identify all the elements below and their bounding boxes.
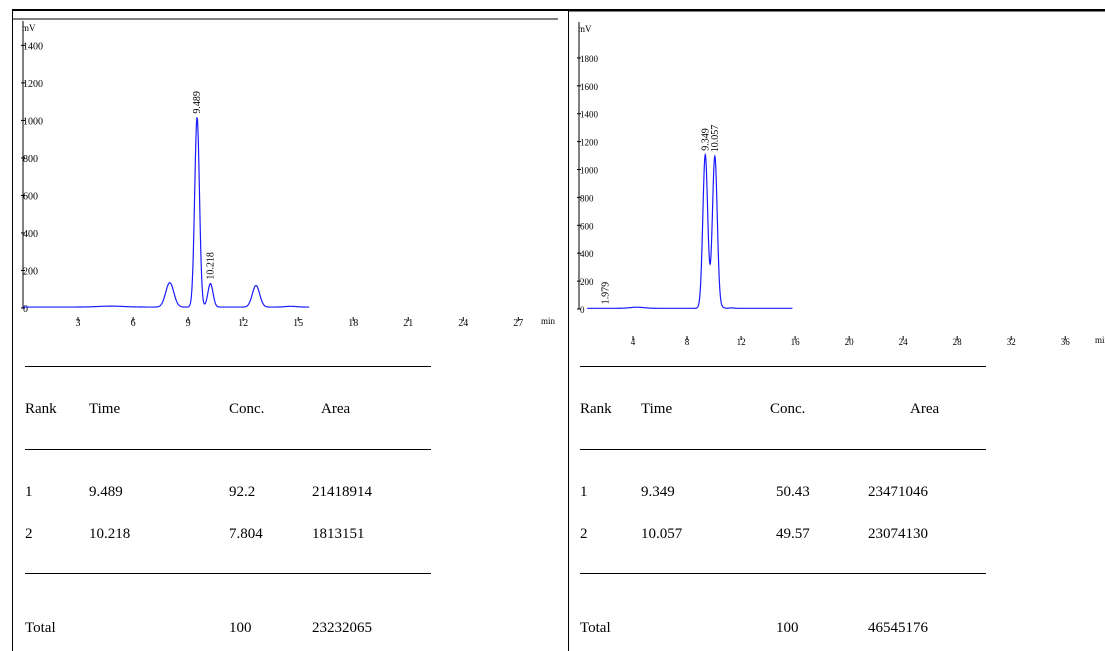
y-tick-label: 1400 [23,41,43,52]
header-time: Time [89,401,121,417]
table-rule [25,573,431,574]
x-tick-label: 28 [953,337,963,347]
y-tick-label: 1000 [23,116,43,127]
left-report-panel: 0 200 400 600 800 1000 1200 1400 mV 3 6 9 12 15 18 21 24… [12,9,569,651]
table-rule [580,366,986,367]
row-2-rank: 2 [580,526,588,542]
y-tick-label: 1600 [580,82,599,92]
header-area: Area [910,401,940,417]
total-area: 46545176 [868,620,928,636]
row-1-time: 9.349 [641,484,675,500]
x-unit-label: min [541,316,556,326]
x-tick-label: 15 [293,318,303,329]
row-1-rank: 1 [25,484,33,500]
y-tick-label: 1000 [580,166,599,176]
x-tick-label: 21 [403,318,413,329]
y-tick-label: 1800 [580,54,599,64]
y-unit-label: mV [578,24,592,34]
y-tick-label: 800 [580,193,594,203]
right-report-panel: 0 200 400 600 800 1000 1200 1400 1600 1800 mV 4 8 12 1… [568,9,1105,651]
row-1-area: 23471046 [868,484,928,500]
header-area: Area [321,401,351,417]
y-tick-label: 1200 [580,138,599,148]
x-tick-label: 24 [899,337,909,347]
x-tick-label: 27 [513,318,523,329]
chromatogram-trace [587,152,793,309]
row-1-conc: 50.43 [776,484,810,500]
x-tick-label: 12 [238,318,248,329]
peak-label: 9.349 [700,128,711,151]
y-tick-label: 600 [580,221,594,231]
y-tick-label: 800 [23,154,38,165]
peak-label: 10.218 [205,252,216,280]
x-tick-label: 24 [458,318,468,329]
x-tick-label: 9 [186,318,191,329]
chromatogram-left: 0 200 400 600 800 1000 1200 1400 mV 3 6 9 12 15 18 21 24… [13,18,558,329]
x-unit-label: min [1095,335,1105,345]
total-conc: 100 [776,620,799,636]
row-1-rank: 1 [580,484,588,500]
total-area: 23232065 [312,620,372,636]
row-2-conc: 7.804 [229,526,263,542]
x-tick-label: 32 [1007,337,1016,347]
table-rule [25,366,431,367]
chromatogram-right: 0 200 400 600 800 1000 1200 1400 1600 1800 mV 4 8 12 1… [569,11,1105,347]
total-label: Total [580,620,611,636]
y-tick-label: 600 [23,191,38,202]
chromatogram-trace [23,116,310,308]
y-tick-label: 0 [580,305,585,315]
peak-label: 10.057 [710,125,721,153]
row-2-rank: 2 [25,526,33,542]
header-rank: Rank [25,401,57,417]
header-conc: Conc. [770,401,806,417]
x-tick-label: 8 [685,337,690,347]
table-rule [580,449,986,450]
x-tick-label: 3 [76,318,81,329]
peak-label: 1.979 [601,282,612,305]
x-tick-label: 18 [348,318,358,329]
y-tick-label: 1400 [580,110,599,120]
x-tick-label: 6 [131,318,136,329]
x-tick-label: 36 [1061,337,1071,347]
row-1-time: 9.489 [89,484,123,500]
y-tick-label: 1200 [23,79,43,90]
row-1-area: 21418914 [312,484,372,500]
y-tick-label: 0 [23,304,28,315]
header-time: Time [641,401,673,417]
y-tick-label: 400 [580,249,594,259]
x-tick-label: 12 [737,337,746,347]
table-rule [25,449,431,450]
y-unit-label: mV [22,23,36,33]
x-tick-label: 16 [791,337,801,347]
table-rule [580,573,986,574]
x-tick-label: 4 [631,337,636,347]
row-2-time: 10.218 [89,526,131,542]
row-2-area: 1813151 [312,526,365,542]
row-1-conc: 92.2 [229,484,256,500]
total-conc: 100 [229,620,252,636]
row-2-conc: 49.57 [776,526,810,542]
x-tick-label: 20 [845,337,855,347]
row-2-area: 23074130 [868,526,928,542]
y-tick-label: 400 [23,229,38,240]
row-2-time: 10.057 [641,526,683,542]
total-label: Total [25,620,56,636]
results-table-left: Rank Time Conc. Area 1 9.489 92.2 214189… [25,11,445,651]
y-tick-label: 200 [580,277,594,287]
y-tick-label: 200 [23,266,38,277]
header-rank: Rank [580,401,612,417]
results-table-right: Rank Time Conc. Area 1 9.349 50.43 23471… [580,11,1000,651]
peak-label: 9.489 [192,91,203,114]
header-conc: Conc. [229,401,265,417]
